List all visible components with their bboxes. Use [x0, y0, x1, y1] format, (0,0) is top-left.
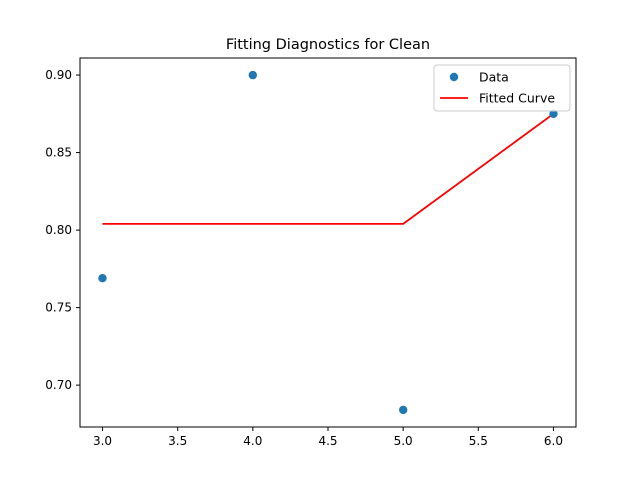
x-tick-label: 5.5 [469, 434, 488, 448]
data-point [399, 405, 408, 415]
x-tick-label: 6.0 [544, 434, 563, 448]
x-tick-label: 3.0 [93, 434, 112, 448]
x-tick-label: 3.5 [168, 434, 187, 448]
series-line-fitted-curve [102, 113, 555, 225]
y-tick-label: 0.75 [45, 301, 72, 315]
legend-marker-data [449, 72, 459, 82]
chart-title: Fitting Diagnostics for Clean [226, 37, 430, 53]
y-tick-label: 0.90 [45, 68, 72, 82]
x-tick-label: 4.5 [318, 434, 337, 448]
x-tick-label: 5.0 [394, 434, 413, 448]
x-tick-label: 4.0 [243, 434, 262, 448]
legend: Data Fitted Curve [433, 64, 571, 112]
y-tick-label: 0.70 [45, 378, 72, 392]
data-point [549, 109, 558, 119]
legend-box [433, 64, 571, 112]
plot-area [98, 70, 558, 415]
axes: 3.0 3.5 4.0 4.5 5.0 5.5 6.0 0.70 0.75 0.80 0.85 0.9… [45, 57, 577, 448]
data-point [98, 274, 107, 283]
y-tick-label: 0.85 [45, 146, 72, 160]
legend-label: Data [479, 70, 509, 85]
data-point [248, 70, 257, 80]
y-tick-label: 0.80 [45, 223, 72, 237]
legend-label: Fitted Curve [479, 91, 555, 106]
